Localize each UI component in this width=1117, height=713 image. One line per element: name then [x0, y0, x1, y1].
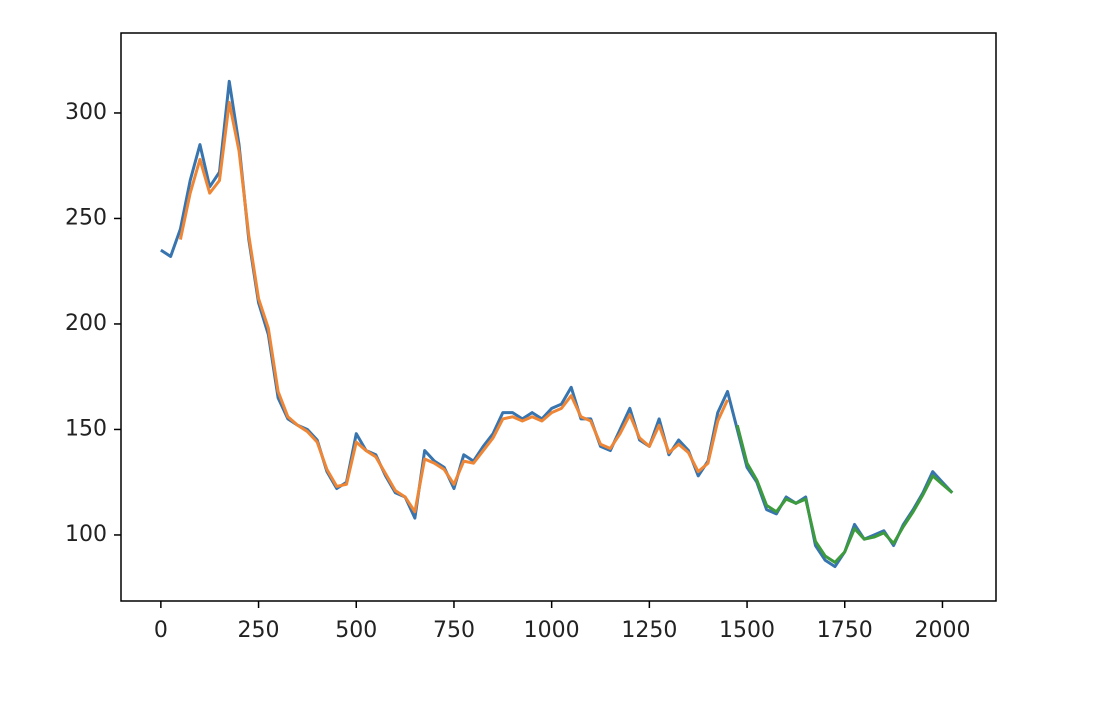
y-tick-label: 150 [65, 416, 107, 441]
x-tick-label: 1750 [817, 618, 873, 643]
y-tick-label: 250 [65, 205, 107, 230]
x-tick-label: 1250 [621, 618, 677, 643]
y-tick-label: 200 [65, 311, 107, 336]
series-line [160, 79, 954, 569]
x-tick-label: 250 [238, 618, 280, 643]
y-tick-label: 300 [65, 100, 107, 125]
y-tick-label: 100 [65, 522, 107, 547]
x-tick-label: 750 [433, 618, 475, 643]
x-tick-label: 1000 [524, 618, 580, 643]
series-line [178, 100, 729, 514]
x-tick-label: 1500 [719, 618, 775, 643]
x-tick-label: 0 [154, 618, 168, 643]
series-line [735, 424, 954, 564]
plot-frame [120, 32, 997, 602]
x-tick-label: 2000 [914, 618, 970, 643]
x-tick-label: 500 [335, 618, 377, 643]
